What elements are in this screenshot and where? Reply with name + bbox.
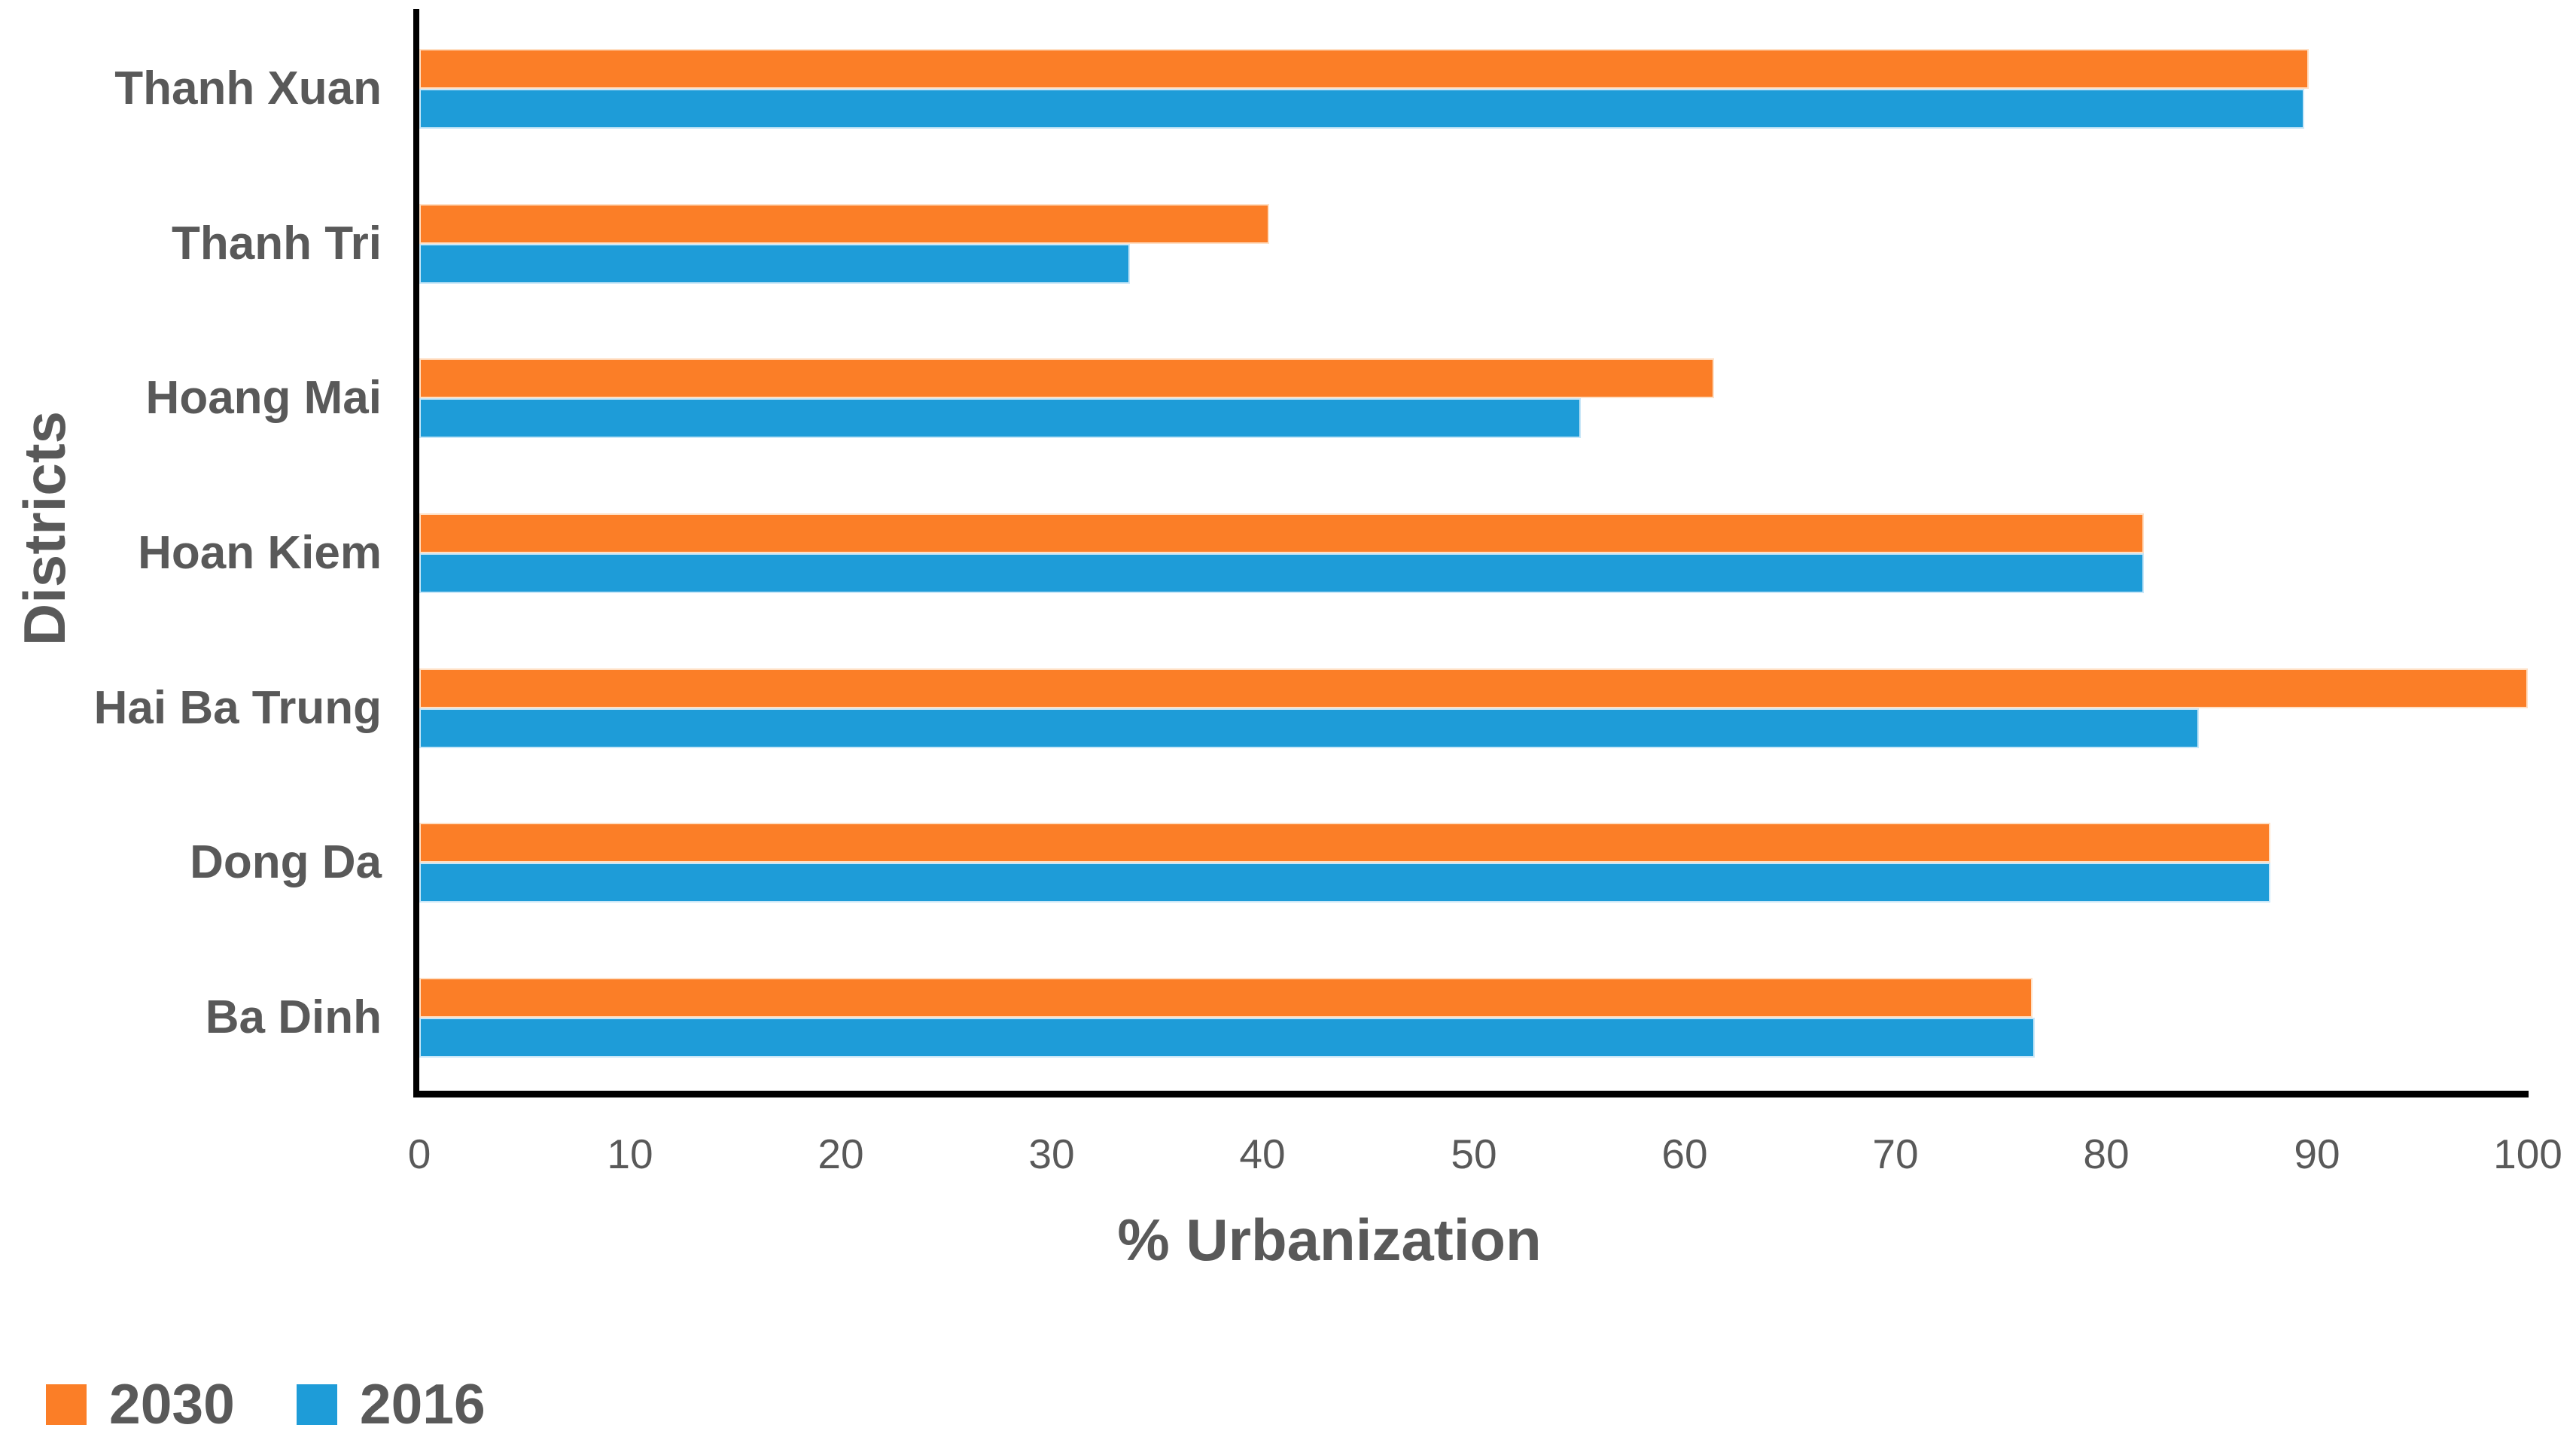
- bar-2030-thanh-tri: [419, 204, 1269, 244]
- legend: 2030 2016: [46, 1376, 486, 1432]
- bar-2030-thanh-xuan: [419, 49, 2309, 89]
- x-tick-label-40: 40: [1239, 1131, 1286, 1177]
- category-label-hai-ba-trung: Hai Ba Trung: [93, 682, 382, 734]
- legend-label-2030: 2030: [109, 1372, 235, 1435]
- x-tick-label-100: 100: [2493, 1131, 2562, 1177]
- bar-2030-dong-da: [419, 823, 2270, 863]
- legend-item-2016: 2016: [296, 1372, 486, 1435]
- category-label-ba-dinh: Ba Dinh: [205, 991, 382, 1043]
- category-label-hoang-mai: Hoang Mai: [145, 372, 382, 424]
- x-tick-label-10: 10: [607, 1131, 653, 1177]
- bar-2016-dong-da: [419, 863, 2270, 903]
- bar-2016-thanh-tri: [419, 244, 1130, 284]
- x-tick-label-70: 70: [1872, 1131, 1919, 1177]
- bar-2030-hoan-kiem: [419, 513, 2144, 553]
- legend-swatch-2016: [296, 1384, 337, 1425]
- category-label-hoan-kiem: Hoan Kiem: [138, 527, 382, 579]
- category-label-thanh-xuan: Thanh Xuan: [114, 62, 382, 114]
- y-axis-line: [413, 9, 419, 1097]
- x-tick-label-30: 30: [1028, 1131, 1075, 1177]
- x-axis-title: % Urbanization: [1117, 1207, 1542, 1273]
- category-label-dong-da: Dong Da: [190, 836, 382, 888]
- x-tick-label-20: 20: [818, 1131, 864, 1177]
- bar-2030-ba-dinh: [419, 978, 2032, 1018]
- x-tick-label-90: 90: [2294, 1131, 2340, 1177]
- bar-2016-hoang-mai: [419, 398, 1581, 438]
- legend-item-2030: 2030: [46, 1376, 235, 1432]
- legend-swatch-2030: [46, 1384, 87, 1425]
- x-axis-line: [413, 1091, 2529, 1097]
- bar-2030-hai-ba-trung: [419, 668, 2528, 708]
- x-tick-label-50: 50: [1451, 1131, 1497, 1177]
- x-tick-label-80: 80: [2083, 1131, 2130, 1177]
- bar-2030-hoang-mai: [419, 358, 1714, 398]
- bar-2016-hai-ba-trung: [419, 708, 2199, 748]
- category-label-thanh-tri: Thanh Tri: [172, 218, 382, 269]
- x-tick-label-60: 60: [1661, 1131, 1708, 1177]
- bar-2016-hoan-kiem: [419, 553, 2144, 593]
- bar-2016-ba-dinh: [419, 1018, 2035, 1058]
- x-tick-label-0: 0: [407, 1131, 431, 1177]
- legend-label-2016: 2016: [359, 1372, 486, 1435]
- bar-2016-thanh-xuan: [419, 89, 2304, 129]
